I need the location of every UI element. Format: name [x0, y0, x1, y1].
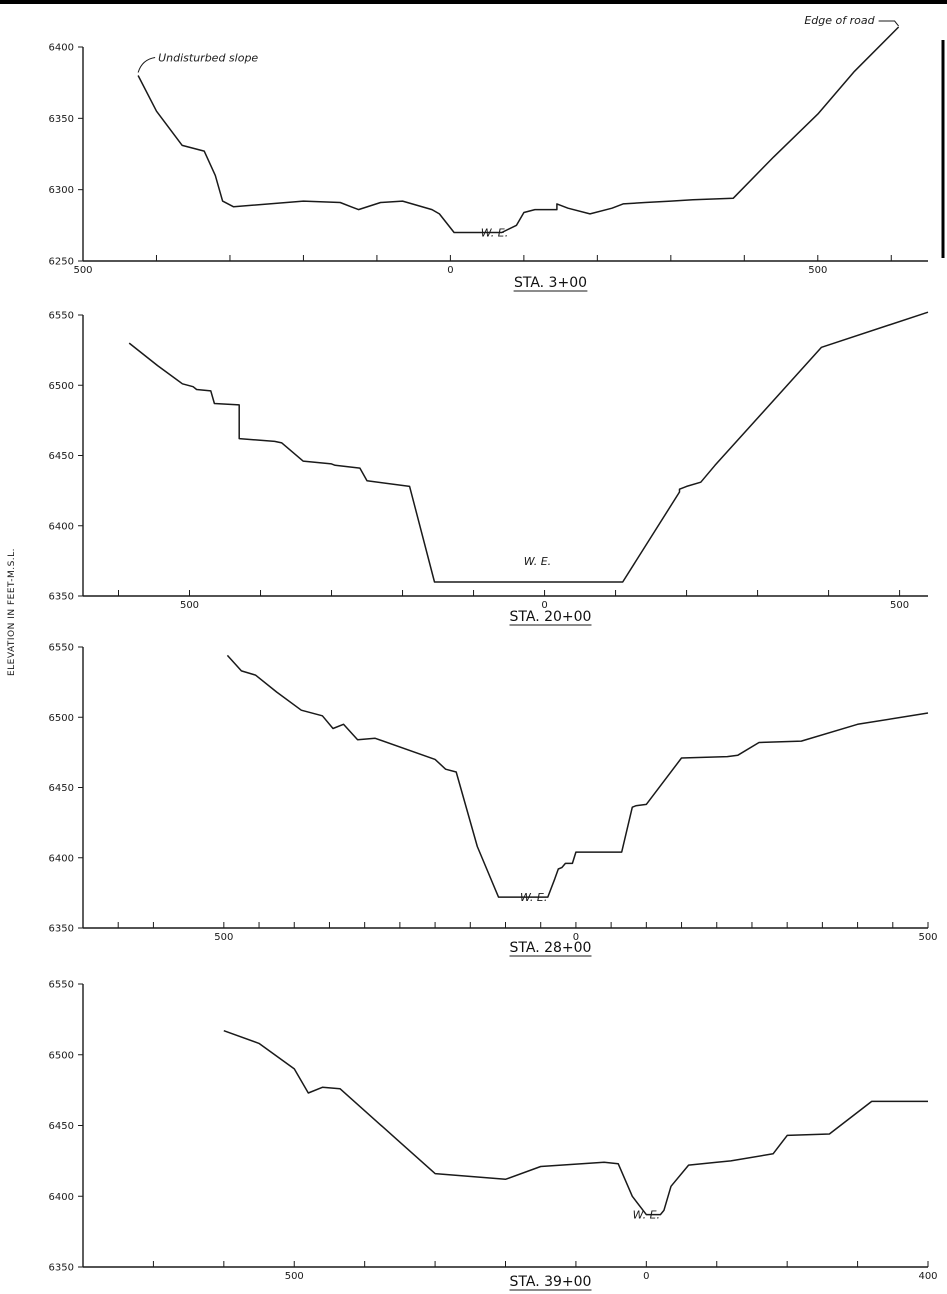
ground-profile-line — [223, 1029, 928, 1216]
y-tick-label: 6550 — [49, 643, 74, 654]
y-tick-label: 6450 — [49, 451, 74, 462]
y-tick-label: 6300 — [49, 185, 74, 196]
y-tick-label: 6500 — [49, 713, 74, 724]
chart-panel-3: 6350 6400 6450 6500 6550 500 0 500 STA. 28+00 W. … — [49, 643, 938, 957]
chart-panel-4: 6350 6400 6450 6500 6550 500 0 400 STA. 39+00 W. … — [49, 980, 938, 1291]
y-tick-label: 6400 — [49, 1192, 74, 1203]
ground-profile-line — [226, 654, 929, 898]
top-border-rule — [0, 0, 947, 4]
x-tick-label: 500 — [73, 265, 92, 276]
chart-title: STA. 20+00 — [510, 609, 592, 625]
x-tick-label: 500 — [214, 932, 233, 943]
x-tick-label: 400 — [918, 1271, 937, 1282]
y-tick-label: 6500 — [49, 381, 74, 392]
chart-title: STA. 3+00 — [514, 275, 587, 291]
x-tick-label: 500 — [285, 1271, 304, 1282]
y-tick-label: 6400 — [49, 521, 74, 532]
x-tick-label: 500 — [180, 600, 199, 611]
y-axis-title: ELEVATION IN FEET-M.S.L. — [7, 548, 17, 676]
annotation-leader — [878, 20, 899, 27]
y-tick-label: 6550 — [49, 311, 74, 322]
y-tick-label: 6350 — [49, 924, 74, 935]
y-tick-label: 6350 — [49, 1263, 74, 1274]
x-tick-label: 500 — [890, 600, 909, 611]
x-tick-label: 500 — [918, 932, 937, 943]
y-tick-label: 6550 — [49, 980, 74, 991]
y-tick-label: 6350 — [49, 592, 74, 603]
x-tick-label: 0 — [643, 1271, 649, 1282]
chart-title: STA. 28+00 — [510, 940, 592, 956]
y-tick-label: 6250 — [49, 257, 74, 268]
x-tick-label: 0 — [573, 932, 579, 943]
annotation-water-edge: W. E. — [524, 555, 551, 568]
annotation-undisturbed-slope: Undisturbed slope — [158, 52, 258, 65]
ground-profile-line — [137, 26, 900, 234]
x-tick-label: 500 — [808, 265, 827, 276]
x-tick-label: 0 — [541, 600, 547, 611]
y-tick-label: 6400 — [49, 43, 74, 54]
chart-title: STA. 39+00 — [510, 1274, 592, 1290]
chart-panel-1: 6250 6300 6350 6400 500 0 500 STA. 3+00 Undistur… — [49, 14, 928, 292]
annotation-edge-of-road: Edge of road — [804, 14, 875, 27]
y-tick-label: 6500 — [49, 1050, 74, 1061]
annotation-leader — [137, 57, 156, 73]
chart-panels: 6250 6300 6350 6400 500 0 500 STA. 3+00 Undistur… — [49, 14, 938, 1291]
annotation-water-edge: W. E. — [520, 891, 547, 904]
x-tick-label: 0 — [447, 265, 453, 276]
ground-profile-line — [128, 311, 929, 583]
chart-panel-2: 6350 6400 6450 6500 6550 500 0 500 STA. 20+00 W. … — [49, 311, 929, 626]
y-tick-label: 6450 — [49, 1121, 74, 1132]
annotation-water-edge: W. E. — [481, 226, 508, 239]
y-tick-label: 6350 — [49, 114, 74, 125]
annotation-water-edge: W. E. — [633, 1209, 660, 1222]
y-tick-label: 6450 — [49, 783, 74, 794]
y-tick-label: 6400 — [49, 853, 74, 864]
